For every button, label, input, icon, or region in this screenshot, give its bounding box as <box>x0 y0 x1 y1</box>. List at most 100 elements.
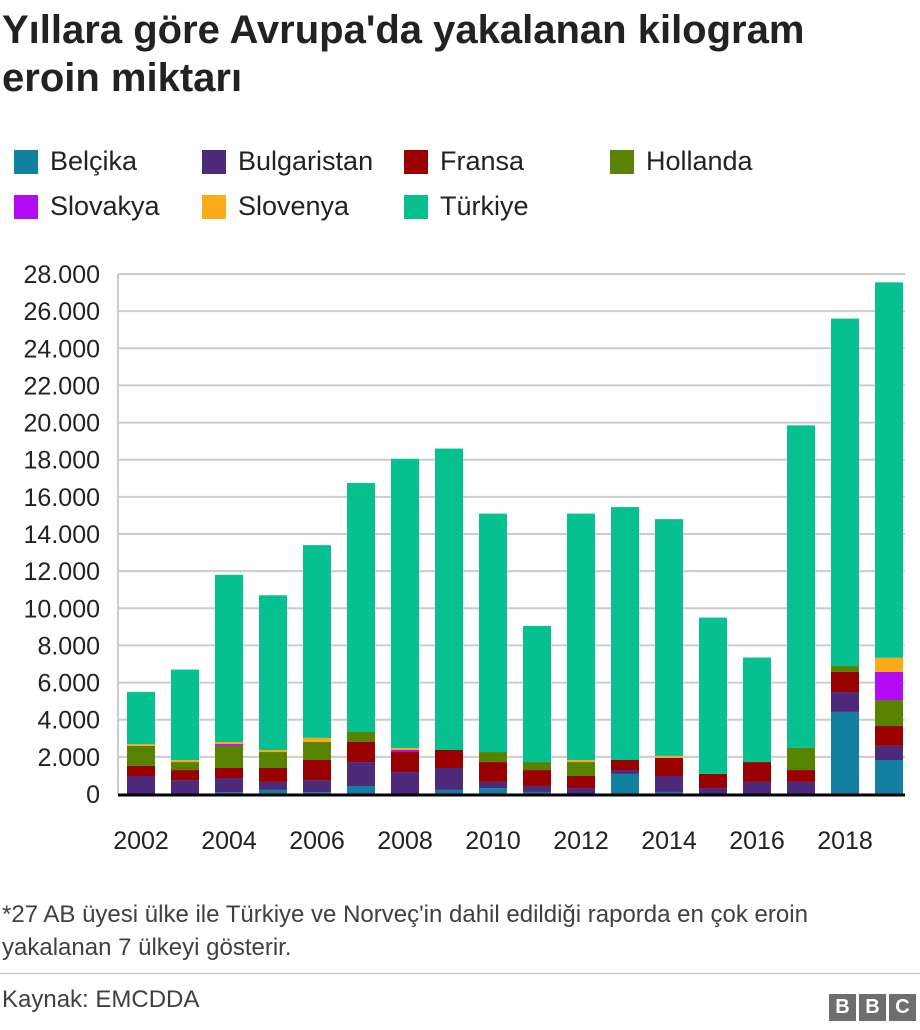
bar-segment-hollanda-2017 <box>787 747 815 771</box>
bar-segment-bulgaristan-2013 <box>611 770 639 774</box>
legend-swatch <box>202 149 226 174</box>
bar-segment-fransa-2009 <box>435 749 463 768</box>
bar-segment-bulgaristan-2002 <box>127 775 155 794</box>
bar-segment-türkiye-2002 <box>127 691 155 745</box>
bar-segment-slovakya-2019 <box>875 671 903 701</box>
bar-segment-belçika-2005 <box>259 789 287 794</box>
bar-segment-türkiye-2010 <box>479 513 507 753</box>
bar-segment-belçika-2018 <box>831 711 859 794</box>
bar-segment-belçika-2019 <box>875 760 903 794</box>
bar-segment-slovakya-2004 <box>215 744 243 746</box>
y-tick-label: 24.000 <box>24 335 100 363</box>
bar-segment-hollanda-2006 <box>303 742 331 761</box>
bar-segment-fransa-2019 <box>875 726 903 746</box>
legend-item: Hollanda <box>610 146 753 177</box>
bar-segment-bulgaristan-2019 <box>875 745 903 761</box>
y-tick-label: 20.000 <box>24 410 100 438</box>
bar-segment-slovenya-2003 <box>171 760 199 763</box>
bar-segment-bulgaristan-2010 <box>479 781 507 789</box>
x-tick-label: 2012 <box>553 827 609 855</box>
bar-segment-bulgaristan-2011 <box>523 786 551 792</box>
bar-segment-hollanda-2010 <box>479 752 507 763</box>
bar-segment-bulgaristan-2018 <box>831 692 859 712</box>
bar-segment-hollanda-2002 <box>127 745 155 766</box>
bar-segment-bulgaristan-2007 <box>347 762 375 787</box>
bar-segment-hollanda-2011 <box>523 762 551 771</box>
legend-item: Fransa <box>404 146 524 177</box>
bar-segment-belçika-2011 <box>523 791 551 794</box>
bar-segment-türkiye-2007 <box>347 482 375 732</box>
legend-item: Türkiye <box>404 191 529 222</box>
bar-segment-hollanda-2003 <box>171 762 199 771</box>
bar-segment-fransa-2017 <box>787 770 815 782</box>
x-tick-label: 2014 <box>641 827 697 855</box>
bar-segment-fransa-2013 <box>611 760 639 771</box>
x-tick-label: 2008 <box>377 827 433 855</box>
bar-segment-hollanda-2007 <box>347 731 375 742</box>
x-tick-label: 2006 <box>289 827 345 855</box>
bar-segment-belçika-2013 <box>611 773 639 794</box>
legend-label: Belçika <box>50 146 138 176</box>
x-tick-label: 2002 <box>113 827 169 855</box>
bar-segment-türkiye-2015 <box>699 617 727 774</box>
stacked-bar-chart: 0 2.000 4.000 6.000 8.000 10.000 12.000 14.000 1… <box>24 261 905 855</box>
legend-swatch <box>610 149 634 174</box>
y-tick-label: 26.000 <box>24 298 100 326</box>
source: Kaynak: EMCDDA <box>2 986 200 1013</box>
legend-label: Slovenya <box>238 191 350 221</box>
y-tick-label: 4.000 <box>37 707 100 735</box>
bar-segment-hollanda-2018 <box>831 666 859 672</box>
bar-segment-belçika-2014 <box>655 791 683 794</box>
bar-segment-slovakya-2008 <box>391 749 419 753</box>
x-tick-label: 2016 <box>729 827 785 855</box>
y-tick-label: 22.000 <box>24 372 100 400</box>
bar-segment-slovenya-2019 <box>875 657 903 672</box>
legend-item: Bulgaristan <box>202 146 373 177</box>
bar-segment-bulgaristan-2004 <box>215 778 243 793</box>
bar-segment-türkiye-2008 <box>391 458 419 748</box>
bar-segment-fransa-2007 <box>347 742 375 763</box>
x-tick-label: 2004 <box>201 827 257 855</box>
bar-segment-slovenya-2005 <box>259 749 287 753</box>
bar-segment-fransa-2004 <box>215 768 243 779</box>
bar-segment-türkiye-2004 <box>215 574 243 742</box>
bar-segment-belçika-2006 <box>303 792 331 794</box>
y-tick-label: 18.000 <box>24 447 100 475</box>
bar-segment-fransa-2018 <box>831 671 859 693</box>
x-tick-label: 2018 <box>817 827 873 855</box>
legend-swatch <box>14 194 38 219</box>
bar-segment-slovenya-2014 <box>655 755 683 758</box>
legend-item: Slovakya <box>14 191 160 222</box>
bar-segment-hollanda-2004 <box>215 745 243 768</box>
bar-segment-fransa-2014 <box>655 757 683 776</box>
y-tick-label: 6.000 <box>37 670 100 698</box>
bar-segment-fransa-2010 <box>479 762 507 782</box>
bar-segment-fransa-2002 <box>127 765 155 776</box>
bar-segment-bulgaristan-2008 <box>391 772 419 794</box>
bar-segment-fransa-2005 <box>259 768 287 782</box>
bar-segment-türkiye-2003 <box>171 669 199 761</box>
bar-segment-slovenya-2012 <box>567 760 595 763</box>
legend-label: Fransa <box>440 146 525 176</box>
y-tick-label: 2.000 <box>37 744 100 772</box>
bar-segment-belçika-2010 <box>479 788 507 794</box>
bar-segment-fransa-2015 <box>699 773 727 789</box>
y-tick-label: 16.000 <box>24 484 100 512</box>
bar-segment-fransa-2008 <box>391 752 419 773</box>
bar-segment-bulgaristan-2012 <box>567 788 595 794</box>
bar-segment-bulgaristan-2006 <box>303 780 331 793</box>
legend-swatch <box>404 149 428 174</box>
bar-segment-bulgaristan-2015 <box>699 788 727 794</box>
legend-swatch <box>404 194 428 219</box>
bar-segment-slovenya-2004 <box>215 742 243 745</box>
bar-segment-bulgaristan-2016 <box>743 781 771 794</box>
bar-segment-türkiye-2019 <box>875 282 903 658</box>
bar-segment-belçika-2007 <box>347 786 375 794</box>
bar-segment-fransa-2006 <box>303 760 331 781</box>
bar-segment-slovenya-2002 <box>127 744 155 746</box>
bar-segment-slovenya-2006 <box>303 737 331 742</box>
bar-segment-fransa-2016 <box>743 762 771 782</box>
bar-segment-türkiye-2006 <box>303 545 331 738</box>
